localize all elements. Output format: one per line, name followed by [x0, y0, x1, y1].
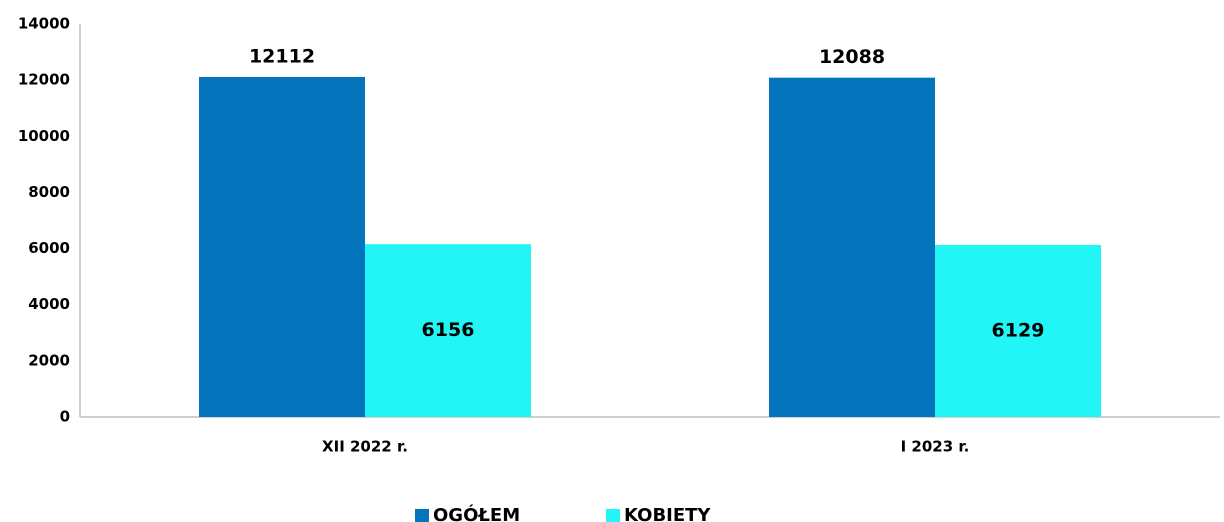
value-label: 12112	[249, 45, 315, 67]
y-tick-label: 6000	[28, 239, 70, 257]
y-tick-label: 0	[60, 408, 70, 426]
bar	[365, 244, 531, 417]
bar	[769, 77, 935, 417]
y-tick-label: 10000	[18, 127, 70, 145]
legend-label: KOBIETY	[624, 505, 711, 522]
value-label: 6129	[992, 319, 1045, 341]
legend-label: OGÓŁEM	[433, 504, 520, 522]
x-tick-label: XII 2022 r.	[322, 438, 408, 456]
legend-swatch	[415, 509, 429, 522]
y-tick-label: 14000	[18, 15, 70, 33]
value-label: 6156	[422, 319, 475, 341]
bar	[199, 76, 365, 418]
x-tick-label: I 2023 r.	[901, 438, 970, 456]
y-tick-label: 4000	[28, 295, 70, 313]
y-tick-label: 12000	[18, 71, 70, 89]
legend-swatch	[606, 509, 620, 522]
value-label: 12088	[819, 46, 885, 68]
y-tick-label: 8000	[28, 183, 70, 201]
bar	[935, 244, 1101, 417]
y-tick-label: 2000	[28, 351, 70, 369]
